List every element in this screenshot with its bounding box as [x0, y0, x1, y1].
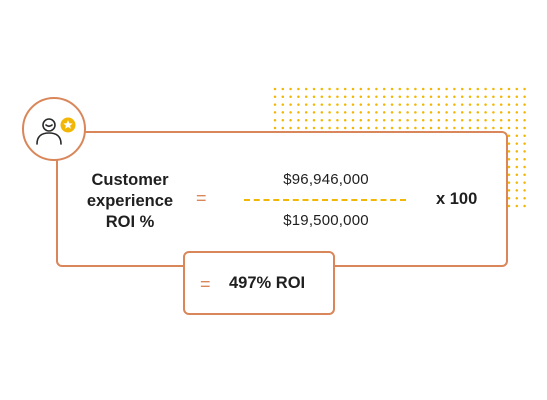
multiplier: x 100	[436, 190, 478, 208]
numerator: $96,946,000	[283, 171, 369, 188]
roi-label-line: ROI %	[105, 213, 155, 231]
person-icon	[36, 118, 62, 145]
result-box: = 497% ROI	[183, 251, 335, 315]
equals-sign: =	[196, 188, 207, 208]
roi-label-line: Customer	[91, 171, 169, 189]
denominator: $19,500,000	[283, 212, 369, 229]
avatar	[22, 97, 86, 161]
result-equals-sign: =	[200, 274, 211, 294]
fraction-line	[244, 199, 406, 201]
star-badge-icon	[60, 117, 76, 133]
roi-label-line: experience	[86, 192, 174, 210]
roi-label: Customer experience ROI %	[80, 170, 180, 233]
result-value: 497% ROI	[229, 274, 306, 292]
